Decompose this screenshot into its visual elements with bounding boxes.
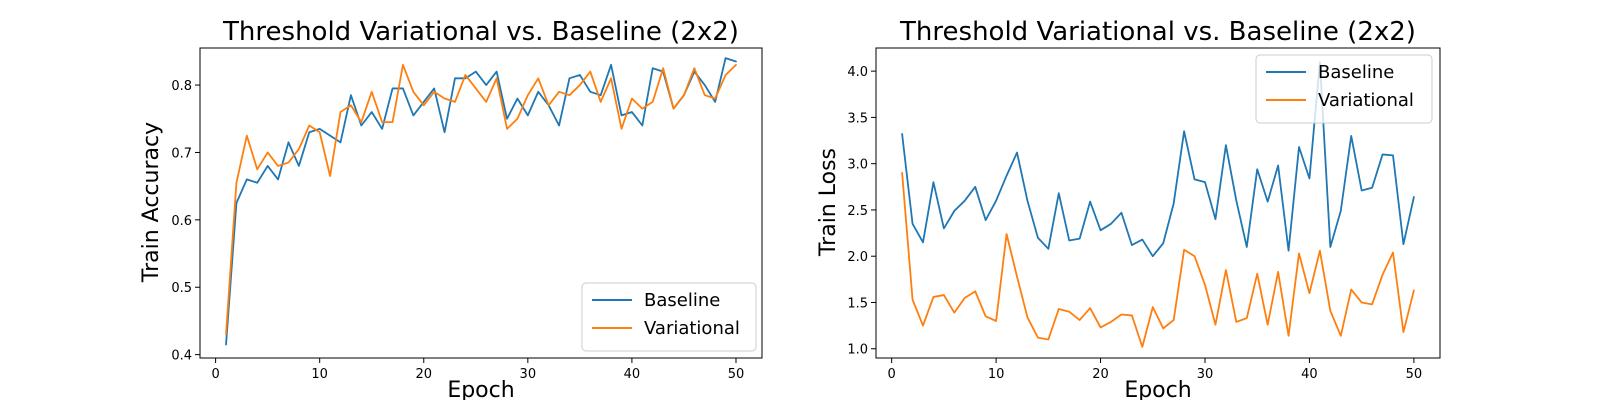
accuracy-chart-ticks: 0 10 20 30 40 50 0.4 0.5 0.6 0.7 0.8 bbox=[171, 79, 744, 382]
legend-label-baseline: Baseline bbox=[1318, 62, 1394, 83]
y-tick-label: 4.0 bbox=[847, 65, 868, 80]
accuracy-chart-series bbox=[225, 57, 737, 346]
loss-chart-legend: Baseline Variational bbox=[1255, 54, 1433, 124]
loss-chart-series bbox=[901, 60, 1415, 348]
x-tick-label: 40 bbox=[624, 367, 641, 382]
x-tick-label: 30 bbox=[1197, 367, 1214, 382]
x-tick-label: 30 bbox=[520, 367, 537, 382]
series-line-baseline bbox=[901, 60, 1415, 258]
accuracy-chart-frame bbox=[199, 47, 763, 359]
x-tick-label: 50 bbox=[728, 367, 745, 382]
series-line-variational bbox=[225, 63, 737, 336]
loss-chart-frame bbox=[875, 47, 1441, 359]
x-tick-label: 20 bbox=[1092, 367, 1109, 382]
y-tick-label: 0.4 bbox=[171, 349, 192, 364]
legend-label-variational: Variational bbox=[1318, 90, 1414, 111]
y-tick-label: 3.5 bbox=[847, 111, 868, 126]
y-tick-label: 3.0 bbox=[847, 158, 868, 173]
loss-chart-title: Threshold Variational vs. Baseline (2x2) bbox=[899, 17, 1416, 47]
x-tick-label: 50 bbox=[1406, 367, 1423, 382]
loss-chart-xlabel: Epoch bbox=[1124, 378, 1191, 400]
x-tick-label: 0 bbox=[211, 367, 219, 382]
loss-chart: Threshold Variational vs. Baseline (2x2)… bbox=[816, 17, 1441, 400]
y-tick-label: 2.5 bbox=[847, 204, 868, 219]
accuracy-chart-ylabel: Train Accuracy bbox=[139, 122, 164, 283]
x-tick-label: 10 bbox=[988, 367, 1005, 382]
series-line-variational bbox=[901, 172, 1415, 348]
y-tick-label: 2.0 bbox=[847, 250, 868, 265]
loss-chart-ticks: 0 10 20 30 40 50 1.0 1.5 2.0 2.5 3.0 3.5 4.0 bbox=[847, 65, 1422, 382]
y-tick-label: 1.5 bbox=[847, 296, 868, 311]
accuracy-chart-xlabel: Epoch bbox=[447, 378, 514, 400]
series-line-baseline bbox=[225, 57, 737, 346]
accuracy-chart-title: Threshold Variational vs. Baseline (2x2) bbox=[222, 17, 739, 47]
y-tick-label: 1.0 bbox=[847, 343, 868, 358]
x-tick-label: 20 bbox=[415, 367, 432, 382]
legend-label-variational: Variational bbox=[644, 318, 740, 339]
y-tick-label: 0.5 bbox=[171, 281, 192, 296]
x-tick-label: 0 bbox=[888, 367, 896, 382]
y-tick-label: 0.8 bbox=[171, 79, 192, 94]
loss-chart-ylabel: Train Loss bbox=[816, 148, 841, 257]
y-tick-label: 0.7 bbox=[171, 146, 192, 161]
x-tick-label: 40 bbox=[1301, 367, 1318, 382]
accuracy-chart: Threshold Variational vs. Baseline (2x2)… bbox=[139, 17, 763, 400]
x-tick-label: 10 bbox=[311, 367, 328, 382]
accuracy-chart-legend: Baseline Variational bbox=[581, 282, 757, 352]
y-tick-label: 0.6 bbox=[171, 214, 192, 229]
legend-label-baseline: Baseline bbox=[644, 290, 720, 311]
